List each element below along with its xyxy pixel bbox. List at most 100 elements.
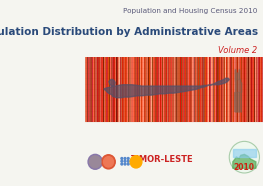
Bar [125,57,127,122]
Bar [119,57,120,122]
Circle shape [88,154,102,169]
Bar [162,57,163,122]
Bar [208,57,209,122]
Bar [99,57,100,122]
Bar [105,57,106,122]
Bar [185,57,186,122]
Bar [135,57,136,122]
Bar [124,57,125,122]
Bar [252,57,254,122]
Bar [145,57,146,122]
Bar [245,57,246,122]
Bar [217,57,218,122]
Bar [143,57,144,122]
Bar [155,57,156,122]
Bar [113,57,114,122]
Bar [228,57,229,122]
Bar [134,57,135,122]
Bar [95,57,96,122]
Bar [171,57,173,122]
Bar [213,57,214,122]
Bar [244,57,245,122]
Bar [122,57,123,122]
Bar [211,57,212,122]
Bar [129,57,130,122]
Bar [100,57,101,122]
Bar [259,57,260,122]
Bar [175,57,176,122]
Bar [114,57,115,122]
Bar [124,57,125,122]
Bar [234,57,235,122]
Bar [109,57,110,122]
Circle shape [121,158,123,159]
Bar [173,57,174,122]
Bar [177,57,178,122]
Bar [204,57,205,122]
Bar [204,57,205,122]
Circle shape [102,155,115,169]
Bar [169,57,170,122]
Bar [202,57,203,122]
Bar [182,57,183,122]
Bar [167,57,168,122]
Bar [231,57,232,122]
Bar [170,57,171,122]
Bar [128,57,129,122]
Bar [173,57,174,122]
Bar [225,57,226,122]
Bar [87,57,88,122]
Bar [239,57,240,122]
Bar [230,57,231,122]
Bar [86,57,87,122]
Bar [197,57,198,122]
Bar [120,57,121,122]
Bar [188,57,189,122]
Bar [109,57,110,122]
Bar [152,57,153,122]
Bar [213,57,214,122]
Bar [216,57,217,122]
Bar [190,57,191,122]
Bar [91,57,92,122]
Bar [144,57,145,122]
Bar [132,57,133,122]
Bar [186,57,187,122]
Circle shape [124,158,126,159]
Bar [117,57,118,122]
Bar [232,57,233,122]
Text: Volume 2: Volume 2 [219,46,258,54]
Bar [93,57,94,122]
Bar [209,57,210,122]
Bar [221,57,222,122]
Bar [178,57,179,122]
Polygon shape [104,78,229,98]
Bar [227,57,228,122]
Bar [159,57,160,122]
Bar [89,57,90,122]
Polygon shape [235,70,242,112]
Bar [207,57,208,122]
Bar [142,57,143,122]
Bar [260,57,261,122]
Bar [136,57,137,122]
Bar [140,57,141,122]
Polygon shape [233,154,256,168]
Bar [104,57,105,122]
Bar [188,57,189,122]
Bar [121,57,122,122]
Bar [118,57,119,122]
Bar [115,57,116,122]
Circle shape [127,158,129,159]
Bar [242,57,243,122]
Bar [210,57,211,122]
Polygon shape [233,149,256,157]
Bar [108,57,109,122]
Bar [241,57,242,122]
Bar [107,57,108,122]
Bar [193,57,194,122]
Bar [149,57,150,122]
Bar [150,57,151,122]
Bar [140,57,141,122]
Bar [238,57,239,122]
